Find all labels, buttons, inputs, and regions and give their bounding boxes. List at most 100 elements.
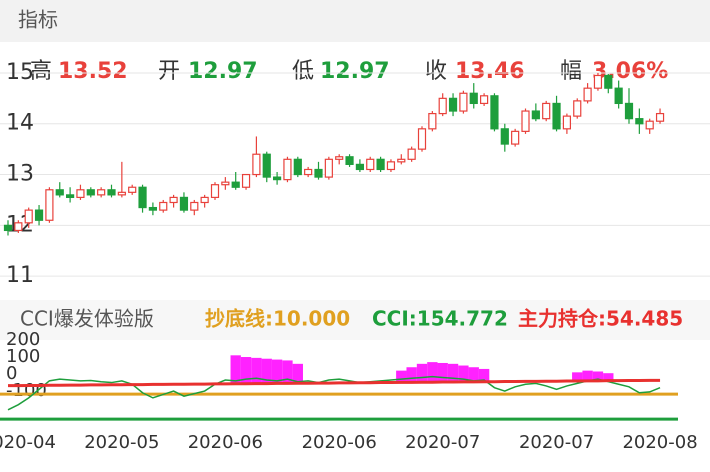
bar [572,372,583,382]
quote-value: 12.97 [320,59,390,84]
bar [447,363,459,383]
bar [458,365,469,382]
quote-value: 12.97 [188,59,258,84]
candle-body [200,196,209,204]
quote-label: 低 [292,59,314,84]
candle-body [14,222,23,232]
candle-body [273,176,282,181]
quote-value: 13.46 [455,59,525,84]
candle-body [531,110,540,120]
y-tick-label: 15 [6,60,34,85]
candle-body [345,156,354,165]
bar [406,367,417,383]
candle-body [573,100,582,117]
candle-body [231,181,240,188]
candle-body [614,87,623,105]
y-tick-label: -100 [6,380,47,401]
candle-body [138,186,147,209]
candle-body [34,209,44,221]
candle-body [428,112,437,130]
candle-body [397,158,406,163]
candle-body [159,201,168,211]
candle-body [469,92,478,105]
candle-body [448,97,458,112]
header-bar [0,0,710,42]
candle-body [480,95,489,105]
candle-body [76,189,85,199]
candle-body [521,110,530,132]
y-tick-label: 0 [6,363,17,384]
candle-body [283,158,292,181]
x-tick-label: 2020-05 [84,432,159,453]
bar [416,363,428,383]
candle-body [500,128,509,145]
candle-body [335,156,344,160]
bar [271,359,283,384]
quote-label: 幅 [560,59,582,84]
candle-body [179,196,189,211]
candle-body [314,168,323,178]
bar [282,360,293,384]
candle-body [355,163,364,171]
y-tick-label: 100 [6,346,40,367]
candle-body [55,189,64,196]
candle-body [324,158,333,178]
candle-body [128,186,137,193]
candle-body [252,153,261,176]
candle-body [366,158,375,171]
candle-body [293,158,302,176]
x-tick-label: 2020-04 [0,432,56,453]
x-tick-label: 2020-06 [188,432,263,453]
candle-body [593,74,603,89]
candle-body [117,191,126,196]
legend-entry: 抄底线:10.000 [205,307,350,331]
bar [396,370,407,383]
bar [261,358,272,384]
candle-body [304,168,313,176]
indicator-bar [0,300,710,340]
candle-body [65,194,75,199]
candle-body [86,189,95,196]
candle-body [407,148,416,160]
bar [582,370,593,381]
candle-body [210,184,220,199]
x-tick-label: 2020-07 [519,432,594,453]
candle-body [417,128,427,150]
quote-label: 高 [30,59,52,84]
bar [478,368,490,382]
candle-body [376,158,385,171]
candle-body [583,87,592,102]
quote-label: 开 [158,59,180,84]
candle-body [459,92,468,112]
candle-body [438,97,447,115]
legend-entry: 主力持仓:54.485 [518,307,683,331]
bar [251,357,262,384]
candle-body [24,209,33,224]
bar [230,355,241,384]
y-tick-label: 13 [6,162,34,187]
bar [592,371,604,381]
y-tick-label: 200 [6,329,40,350]
candle-body [45,189,54,221]
candle-body [262,153,271,178]
candle-body [635,118,644,125]
candle-body [97,189,106,196]
candle-body [490,95,499,130]
header-title: 指标 [18,8,58,32]
x-tick-label: 2020-06 [302,432,377,453]
candle-body [148,206,157,211]
candle-body [107,189,116,196]
bar [240,357,252,384]
x-tick-label: 2020-08 [622,432,697,453]
bar [292,363,303,384]
quote-label: 收 [425,59,447,84]
legend-entry: CCI:154.772 [372,307,508,331]
indicator-title: CCI爆发体验版 [20,307,154,331]
candle-body [552,102,561,130]
candle-body [542,102,551,120]
candle-body [604,74,613,89]
candle-body [241,173,251,188]
bar [437,362,448,383]
candle-body [645,120,654,130]
